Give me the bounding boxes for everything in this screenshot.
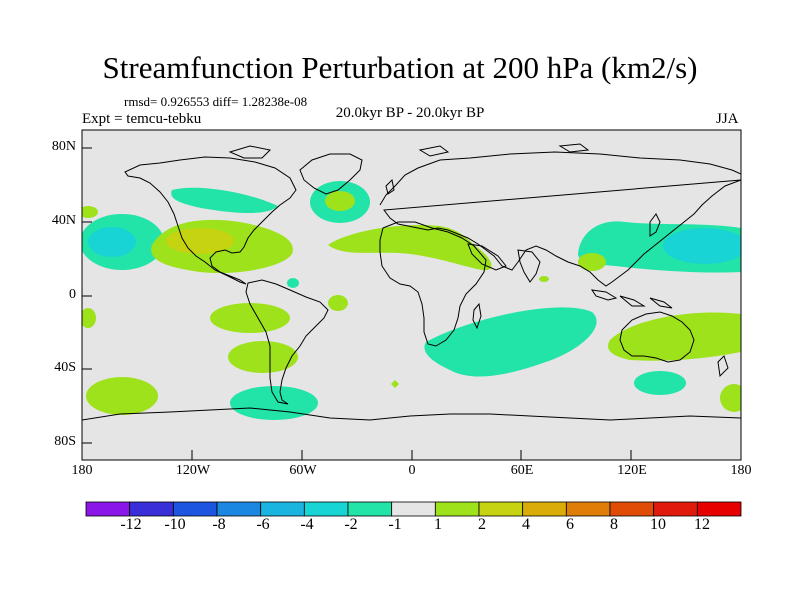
lon-ticks: [81, 450, 742, 460]
lat-label-80s: 80S: [54, 434, 76, 449]
contour-sh-a: [210, 303, 290, 333]
contour-sh-b: [228, 341, 298, 373]
period-label: 20.0kyr BP - 20.0kyr BP: [335, 105, 485, 121]
colorbar-swatch: [216, 501, 262, 517]
plot-title: Streamfunction Perturbation at 200 hPa (…: [102, 50, 698, 85]
contour-wpac-edge: [578, 253, 606, 271]
coast-japan: [649, 213, 661, 237]
lon-label-180e: 180: [730, 463, 752, 478]
lon-label-180w: 180: [71, 463, 93, 478]
cbar-label: 1: [434, 516, 442, 533]
colorbar-swatch: [653, 501, 698, 517]
colorbar: [85, 501, 742, 517]
lat-ticks: [82, 147, 92, 444]
coast-madagascar: [472, 302, 482, 330]
cbar-label: 10: [650, 516, 666, 533]
rmsd-label: rmsd=: [124, 94, 158, 109]
lon-label-120w: 120W: [175, 463, 211, 478]
map-background: [82, 130, 741, 460]
colorbar-swatch: [347, 501, 393, 517]
cbar-label: -4: [300, 516, 314, 533]
season-label: JJA: [716, 111, 739, 127]
coast-south-america: [245, 279, 329, 405]
cbar-label: -10: [164, 516, 186, 533]
colorbar-swatch: [609, 501, 655, 517]
coast-uk: [385, 178, 395, 195]
lat-label-40n: 40N: [51, 213, 76, 228]
coast-new-zealand: [717, 355, 729, 378]
colorbar-swatch: [478, 501, 524, 517]
lon-label-0: 0: [408, 463, 416, 478]
cbar-label: 12: [694, 516, 710, 533]
lon-label-60w: 60W: [289, 463, 317, 478]
contour-trop-d: [82, 308, 96, 328]
cbar-label: 8: [610, 516, 618, 533]
cbar-label: -1: [388, 516, 402, 533]
colorbar-swatch: [260, 501, 305, 517]
coast-india: [517, 249, 541, 283]
coast-eurasia: [379, 151, 741, 287]
rmsd-value: 0.926553: [160, 94, 210, 109]
cbar-label: -2: [344, 516, 358, 533]
colorbar-swatch: [434, 501, 480, 517]
cbar-label: 2: [478, 516, 486, 533]
contour-wpac-inner: [663, 228, 741, 264]
shaded-contours: [82, 181, 741, 420]
diff-value: 1.28238e-08: [241, 94, 308, 109]
cbar-label: 6: [566, 516, 574, 533]
colorbar-swatch: [85, 501, 131, 517]
contour-sh-dot: [391, 380, 399, 388]
contour-eurafr: [328, 224, 492, 271]
cbar-label: -8: [212, 516, 226, 533]
colorbar-swatch: [696, 501, 742, 517]
experiment-label: Expt = temcu-tebku: [82, 111, 202, 127]
contour-trop-a: [287, 278, 299, 288]
lon-label-120e: 120E: [617, 463, 647, 478]
coast-arctic-islands: [228, 143, 590, 159]
cbar-label: -12: [120, 516, 142, 533]
coast-indonesia: [590, 289, 673, 309]
contour-sh-indian: [424, 307, 597, 377]
contour-npac-inner: [88, 227, 136, 257]
coast-australia: [619, 311, 695, 363]
cbar-label: 4: [522, 516, 530, 533]
colorbar-swatch: [565, 501, 611, 517]
lat-label-80n: 80N: [51, 139, 76, 154]
contour-natl-inner: [325, 191, 355, 211]
cbar-label: -6: [256, 516, 270, 533]
coast-africa: [379, 221, 487, 347]
contour-trop-b: [328, 295, 348, 311]
contour-namerica-inner: [166, 228, 234, 254]
contour-npac-edge: [82, 206, 98, 218]
coast-arabia: [467, 243, 507, 271]
contour-sh-c: [86, 377, 158, 415]
stats-line: rmsd= 0.926553 diff= 1.28238e-08: [124, 94, 307, 110]
coast-north-america: [124, 156, 297, 285]
contour-sh-f: [720, 384, 741, 412]
lat-label-40s: 40S: [54, 360, 76, 375]
lat-label-0: 0: [69, 287, 76, 302]
colorbar-swatch: [522, 501, 567, 517]
diff-label: diff=: [212, 94, 239, 109]
contour-sh-aus: [608, 312, 741, 361]
contour-nepac: [171, 187, 278, 214]
lon-label-60e: 60E: [510, 463, 534, 478]
coastlines: [82, 143, 741, 421]
coast-greenland: [299, 153, 363, 195]
colorbar-swatch: [303, 501, 349, 517]
colorbar-swatch: [391, 501, 436, 517]
contour-sh-d: [230, 386, 318, 420]
contour-trop-c: [539, 276, 549, 282]
colorbar-swatch: [172, 501, 218, 517]
colorbar-swatch: [129, 501, 174, 517]
contour-sh-e: [634, 371, 686, 395]
coast-antarctica: [82, 407, 741, 421]
